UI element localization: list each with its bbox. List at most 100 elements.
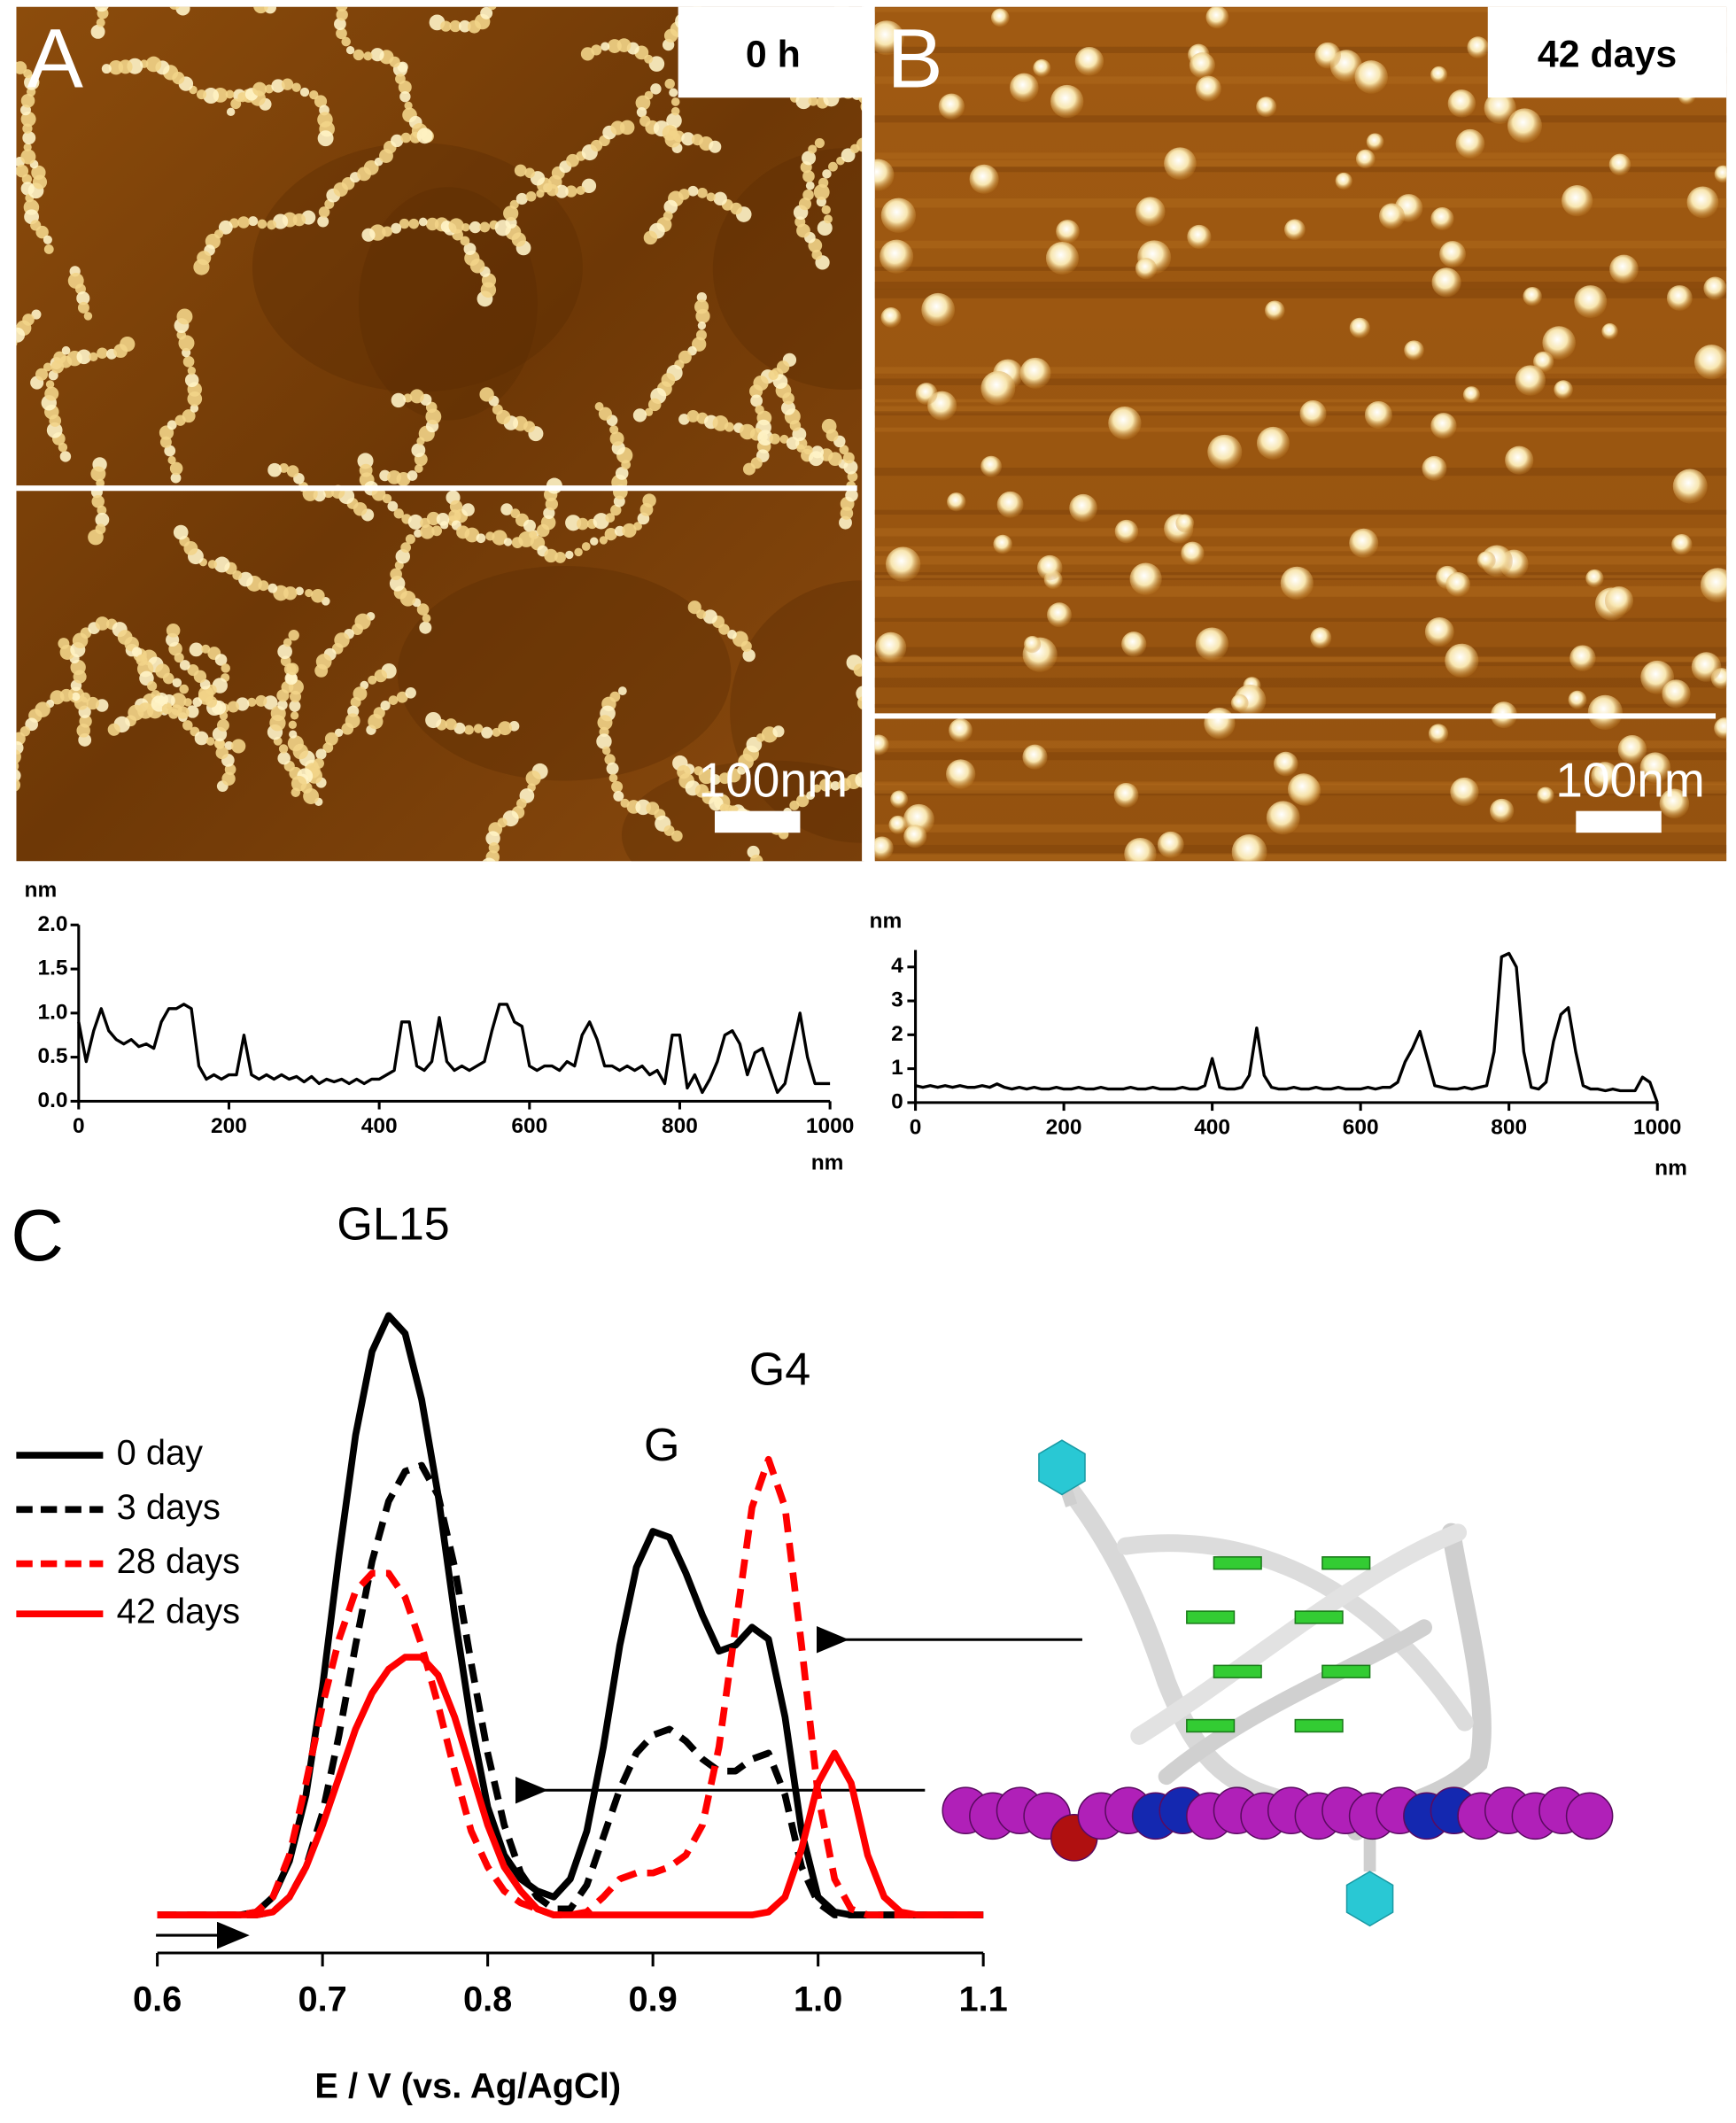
scale-bar-label: 100nm [1555, 753, 1705, 808]
afm-strand [633, 522, 642, 531]
afm-strand [449, 19, 461, 33]
afm-strand [409, 389, 424, 404]
afm-strand [812, 784, 822, 793]
afm-strand [476, 533, 486, 544]
streak [874, 288, 1727, 298]
afm-strand [190, 404, 199, 413]
afm-strand [448, 218, 464, 234]
afm-strand [485, 850, 500, 862]
afm-strand [273, 213, 289, 229]
afm-strand [286, 465, 299, 477]
x-tick-label: 400 [361, 1114, 398, 1138]
afm-strand [391, 222, 402, 234]
afm-strand [604, 754, 616, 765]
afm-strand [391, 134, 404, 148]
afm-strand [79, 715, 92, 728]
afm-particle [980, 455, 1003, 477]
afm-strand [161, 703, 173, 715]
streak [874, 76, 1727, 84]
afm-particle [1691, 652, 1722, 682]
afm-strand [231, 739, 246, 754]
afm-particle [1455, 128, 1485, 159]
afm-strand [802, 170, 815, 182]
afm-particle [1280, 566, 1314, 600]
afm-particle [1129, 562, 1162, 595]
afm-strand [137, 702, 154, 719]
afm-strand [95, 616, 110, 631]
afm-strand [408, 218, 420, 229]
afm-strand [422, 614, 431, 623]
afm-strand [58, 638, 70, 650]
afm-strand [405, 687, 416, 699]
afm-strand [709, 140, 722, 153]
afm-strand [277, 644, 292, 659]
afm-strand [147, 681, 158, 692]
afm-particle [1265, 300, 1285, 321]
afm-strand [611, 780, 624, 793]
afm-particle [1273, 751, 1298, 777]
shade [359, 187, 538, 421]
afm-strand [726, 768, 741, 783]
afm-strand [88, 529, 104, 546]
streak [874, 7, 1727, 12]
afm-strand [411, 443, 426, 458]
afm-strand [748, 863, 763, 878]
streak [874, 399, 1727, 403]
y-tick-label: 4 [891, 954, 903, 978]
afm-particle [1601, 322, 1618, 340]
legend-label: 42 days [117, 1592, 240, 1631]
afm-strand [488, 6, 497, 11]
afm-strand [405, 534, 415, 545]
afm-strand [71, 692, 81, 701]
afm-strand [70, 659, 86, 676]
y-tick-label: 0.5 [38, 1044, 68, 1068]
afm-strand [855, 771, 864, 788]
streak [874, 282, 1727, 290]
afm-strand [53, 351, 66, 364]
afm-strand [187, 366, 197, 376]
afm-strand [290, 711, 299, 720]
afm-particle [1568, 690, 1587, 709]
afm-strand [498, 721, 513, 736]
afm-particle [1445, 643, 1479, 678]
afm-strand [644, 407, 654, 416]
afm-strand [615, 467, 629, 480]
panel-label: C [11, 1194, 64, 1276]
afm-strand [50, 690, 65, 705]
afm-strand [284, 671, 298, 686]
afm-strand [205, 737, 215, 746]
afm-strand [670, 830, 683, 842]
data-line [157, 1461, 984, 1918]
afm-strand [479, 387, 494, 402]
x-tick-label: 1000 [806, 1114, 854, 1138]
afm-strand [194, 731, 209, 746]
afm-particle [1591, 762, 1619, 790]
afm-strand [515, 192, 528, 205]
afm-strand [16, 769, 21, 782]
base-plate [1186, 1610, 1236, 1624]
afm-strand [414, 529, 422, 538]
afm-strand [492, 404, 503, 415]
afm-strand [373, 707, 385, 719]
afm-strand [463, 243, 477, 256]
afm-strand [179, 684, 190, 694]
afm-strand [380, 700, 391, 711]
afm-strand [440, 20, 452, 32]
streak [874, 854, 1727, 861]
afm-strand [749, 854, 763, 862]
afm-strand [291, 82, 301, 92]
afm-strand [806, 791, 815, 800]
afm-strand [601, 42, 610, 51]
streak [874, 378, 1727, 385]
base-plate [1294, 1610, 1344, 1624]
afm-strand [20, 149, 36, 165]
afm-strand [596, 733, 612, 749]
x-tick-label: 0.8 [463, 1980, 512, 2019]
afm-strand [182, 409, 196, 423]
afm-strand [695, 308, 710, 324]
afm-strand [35, 368, 49, 381]
afm-strand [295, 586, 304, 596]
afm-strand [169, 461, 183, 476]
afm-strand [581, 542, 591, 551]
